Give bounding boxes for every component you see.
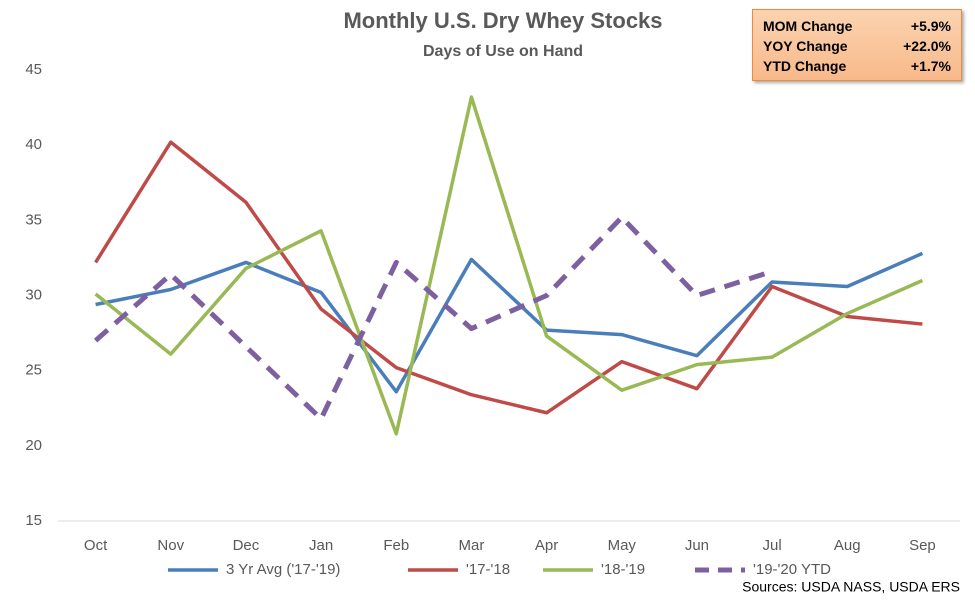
- x-tick-label: Apr: [535, 537, 558, 554]
- x-tick-label: Mar: [458, 537, 484, 554]
- x-tick-label: May: [608, 537, 637, 554]
- info-value: +22.0%: [903, 38, 951, 54]
- legend-label: '18-'19: [601, 561, 645, 578]
- info-value: +5.9%: [910, 18, 951, 34]
- legend-label: '17-'18: [466, 561, 510, 578]
- legend-label: '19-'20 YTD: [753, 561, 831, 578]
- y-tick-label: 35: [25, 211, 42, 228]
- source: Sources: USDA NASS, USDA ERS: [742, 579, 960, 595]
- x-tick-label: Oct: [84, 537, 108, 554]
- info-label: YTD Change: [763, 58, 847, 74]
- info-label: YOY Change: [763, 38, 848, 54]
- info-box: MOM Change +5.9% YOY Change +22.0% YTD Chang…: [752, 9, 962, 81]
- chart-subtitle: Days of Use on Hand: [423, 43, 583, 60]
- x-tick-label: Sep: [909, 537, 936, 554]
- info-row: YOY Change +22.0%: [763, 36, 951, 56]
- y-tick-label: 25: [25, 362, 42, 379]
- y-tick-label: 15: [25, 512, 42, 529]
- y-tick-label: 20: [25, 437, 42, 454]
- y-tick-label: 45: [25, 61, 42, 78]
- series-line: [95, 251, 924, 394]
- info-row: MOM Change +5.9%: [763, 16, 951, 36]
- series-line: [94, 95, 924, 436]
- y-tick-label: 30: [25, 286, 42, 303]
- y-tick-label: 40: [25, 136, 42, 153]
- info-value: +1.7%: [910, 58, 951, 74]
- x-tick-label: Nov: [157, 537, 184, 554]
- x-tick-label: Aug: [834, 537, 861, 554]
- legend-label: 3 Yr Avg ('17-'19): [226, 561, 340, 578]
- series-line: [93, 214, 773, 422]
- x-tick-label: Jul: [762, 537, 781, 554]
- x-tick-label: Feb: [383, 537, 409, 554]
- series-line: [94, 140, 923, 415]
- x-tick-label: Jun: [685, 537, 709, 554]
- info-label: MOM Change: [763, 18, 853, 34]
- info-row: YTD Change +1.7%: [763, 56, 951, 76]
- x-tick-label: Dec: [233, 537, 260, 554]
- x-tick-label: Jan: [309, 537, 333, 554]
- chart-title: Monthly U.S. Dry Whey Stocks: [343, 8, 662, 33]
